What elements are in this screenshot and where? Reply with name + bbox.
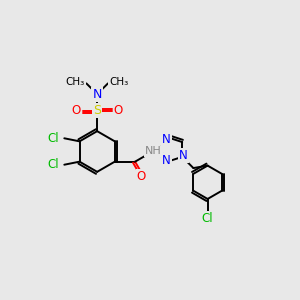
Text: N: N: [162, 154, 171, 167]
Text: O: O: [114, 104, 123, 117]
Text: Cl: Cl: [48, 158, 59, 171]
Text: N: N: [162, 133, 171, 146]
Text: NH: NH: [145, 146, 162, 157]
Text: O: O: [137, 170, 146, 183]
Text: O: O: [71, 104, 81, 117]
Text: CH₃: CH₃: [66, 77, 85, 88]
Text: Cl: Cl: [48, 132, 59, 145]
Text: N: N: [92, 88, 102, 101]
Text: CH₃: CH₃: [109, 77, 129, 88]
Text: N: N: [179, 149, 188, 162]
Text: Cl: Cl: [202, 212, 213, 225]
Text: S: S: [93, 104, 101, 117]
